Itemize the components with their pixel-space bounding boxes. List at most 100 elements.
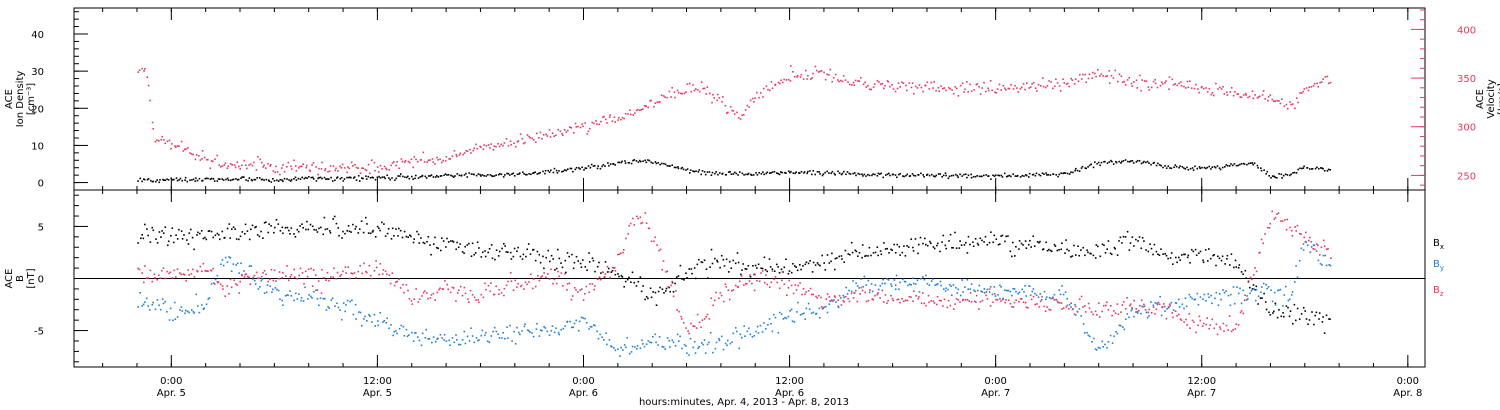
data-point xyxy=(626,278,629,281)
data-point xyxy=(404,176,406,178)
data-point xyxy=(304,286,306,289)
data-point xyxy=(1170,252,1173,254)
data-point xyxy=(801,293,803,296)
data-point xyxy=(701,170,704,172)
data-point xyxy=(282,164,284,166)
data-point xyxy=(330,176,332,179)
data-point xyxy=(544,172,546,175)
data-point xyxy=(1053,293,1056,296)
data-point xyxy=(834,257,837,260)
data-point xyxy=(1268,227,1271,229)
data-point xyxy=(417,336,419,338)
data-point xyxy=(473,341,476,344)
data-point xyxy=(297,177,300,180)
data-point xyxy=(333,267,335,270)
data-point xyxy=(970,283,973,285)
data-point xyxy=(591,257,594,259)
data-point xyxy=(732,289,735,291)
data-point xyxy=(589,325,592,328)
data-point xyxy=(728,298,731,301)
data-point xyxy=(1026,82,1028,84)
data-point xyxy=(745,282,747,285)
data-point xyxy=(1128,77,1130,79)
data-point xyxy=(613,116,616,118)
data-point xyxy=(922,276,924,278)
data-point xyxy=(963,244,966,246)
data-point xyxy=(209,178,212,180)
data-point xyxy=(1104,252,1107,254)
data-point xyxy=(544,327,547,329)
data-point xyxy=(834,268,836,271)
data-point xyxy=(510,271,512,274)
data-point xyxy=(807,170,809,173)
data-point xyxy=(867,173,869,176)
data-point xyxy=(144,265,146,267)
data-point xyxy=(1024,88,1026,91)
data-point xyxy=(167,244,169,247)
data-point xyxy=(1239,311,1242,314)
data-point xyxy=(960,244,963,246)
data-point xyxy=(229,179,232,182)
data-point xyxy=(328,178,330,180)
data-point xyxy=(1203,87,1205,90)
data-point xyxy=(1289,226,1291,229)
data-point xyxy=(1309,236,1311,239)
data-point xyxy=(485,288,487,291)
data-point xyxy=(786,294,788,296)
data-point xyxy=(1074,314,1077,316)
data-point xyxy=(1274,216,1277,219)
data-point xyxy=(796,76,798,78)
data-point xyxy=(557,270,559,273)
data-point xyxy=(1270,177,1272,179)
data-point xyxy=(1237,164,1239,167)
data-point xyxy=(815,69,818,72)
data-point xyxy=(717,93,719,96)
data-point xyxy=(1187,169,1190,171)
data-point xyxy=(396,161,398,163)
data-point xyxy=(550,169,552,172)
data-point xyxy=(1057,301,1059,304)
data-point xyxy=(819,264,821,267)
data-point xyxy=(606,271,609,273)
data-point xyxy=(1254,94,1256,96)
data-point xyxy=(907,246,910,248)
data-point xyxy=(340,274,343,276)
data-point xyxy=(857,80,859,82)
data-point xyxy=(395,228,397,230)
data-point xyxy=(647,297,649,300)
data-point xyxy=(1220,259,1223,262)
data-point xyxy=(327,306,329,308)
data-point xyxy=(599,278,602,281)
data-point xyxy=(511,340,513,342)
data-point xyxy=(168,319,171,321)
data-point xyxy=(1179,165,1181,167)
data-point xyxy=(789,310,791,312)
data-point xyxy=(1309,168,1311,170)
data-point xyxy=(505,251,508,253)
data-point xyxy=(876,293,879,296)
data-point xyxy=(1271,210,1273,213)
data-point xyxy=(180,230,183,232)
data-point xyxy=(920,278,922,280)
left-axis-title-line: [cm⁻³] xyxy=(26,83,37,115)
data-point xyxy=(1007,175,1009,177)
data-point xyxy=(728,271,730,273)
data-point xyxy=(868,246,871,249)
data-point xyxy=(978,284,981,287)
data-point xyxy=(936,296,939,298)
data-point xyxy=(1271,175,1274,177)
data-point xyxy=(763,322,765,324)
data-point xyxy=(1236,93,1238,95)
data-point xyxy=(771,171,774,173)
data-point xyxy=(1317,259,1320,262)
data-point xyxy=(261,178,264,181)
data-point xyxy=(818,294,820,297)
data-point xyxy=(493,175,496,177)
data-point xyxy=(1247,162,1250,165)
data-point xyxy=(404,160,407,162)
data-point xyxy=(1274,302,1277,305)
data-point xyxy=(1277,289,1280,292)
data-point xyxy=(689,169,692,171)
data-point xyxy=(1097,245,1099,248)
data-point xyxy=(1168,76,1171,78)
